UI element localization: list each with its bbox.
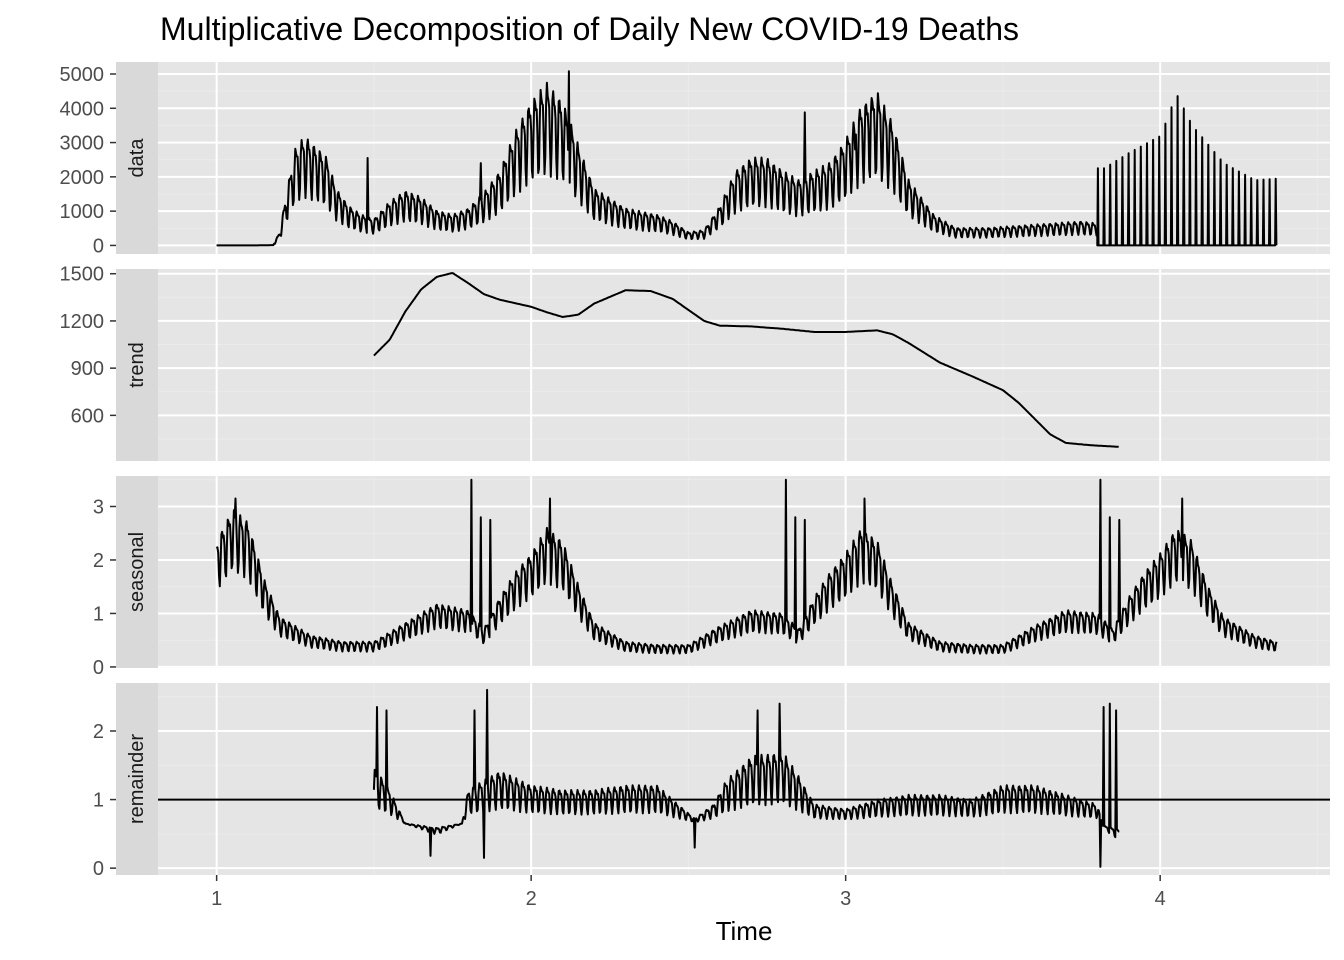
y-tick-label: 2 — [93, 721, 104, 743]
y-tick-label: 3 — [93, 496, 104, 518]
y-tick-label: 2 — [93, 550, 104, 572]
x-tick-label: 3 — [840, 888, 851, 910]
y-tick-label: 1000 — [60, 201, 105, 223]
y-tick-label: 600 — [71, 405, 104, 427]
x-tick-label: 2 — [526, 888, 537, 910]
series-remainder — [158, 688, 1330, 868]
panel-background — [158, 683, 1330, 875]
strip-label-trend: trend — [126, 342, 148, 388]
line-remainder — [372, 688, 1120, 868]
y-tick-label: 0 — [93, 657, 104, 679]
panel-strip — [116, 476, 158, 668]
panel-background — [158, 269, 1330, 461]
y-tick-label: 3000 — [60, 133, 105, 155]
panel-seasonal: 0 1 2 3 seasonal — [93, 476, 1330, 679]
y-tick-label: 1200 — [60, 311, 105, 333]
series-seasonal — [215, 478, 1278, 655]
line-trend — [373, 272, 1119, 448]
series-data — [216, 70, 1278, 247]
x-axis-title: Time — [716, 916, 773, 946]
strip-label-data: data — [126, 138, 148, 178]
chart-title: Multiplicative Decomposition of Daily Ne… — [160, 11, 1019, 47]
y-tick-label: 1500 — [60, 264, 105, 286]
panel-data: 0 1000 2000 3000 4000 5000 data — [60, 62, 1330, 257]
panel-background — [158, 476, 1330, 668]
panel-remainder: 0 1 2 remainder — [93, 683, 1330, 880]
line-data — [216, 70, 1278, 247]
x-axis: 1 2 3 4 — [211, 875, 1166, 910]
x-tick-label: 4 — [1155, 888, 1166, 910]
y-tick-label: 0 — [93, 858, 104, 880]
y-tick-label: 1 — [93, 603, 104, 625]
strip-label-seasonal: seasonal — [126, 532, 148, 612]
strip-label-remainder: remainder — [126, 734, 148, 824]
series-trend — [373, 272, 1119, 448]
panels-group: 010002000300040005000data60090012001500t… — [60, 62, 1330, 880]
y-tick-label: 0 — [93, 235, 104, 257]
y-tick-label: 2000 — [60, 167, 105, 189]
y-tick-label: 4000 — [60, 98, 105, 120]
panel-trend: 600 900 1200 1500 trend — [60, 264, 1330, 461]
panel-strip — [116, 62, 158, 254]
line-seasonal — [215, 478, 1278, 655]
y-tick-label: 1 — [93, 790, 104, 812]
x-tick-label: 1 — [211, 888, 222, 910]
y-tick-label: 900 — [71, 358, 104, 380]
panel-strip — [116, 683, 158, 875]
y-tick-label: 5000 — [60, 64, 105, 86]
panel-strip — [116, 269, 158, 461]
